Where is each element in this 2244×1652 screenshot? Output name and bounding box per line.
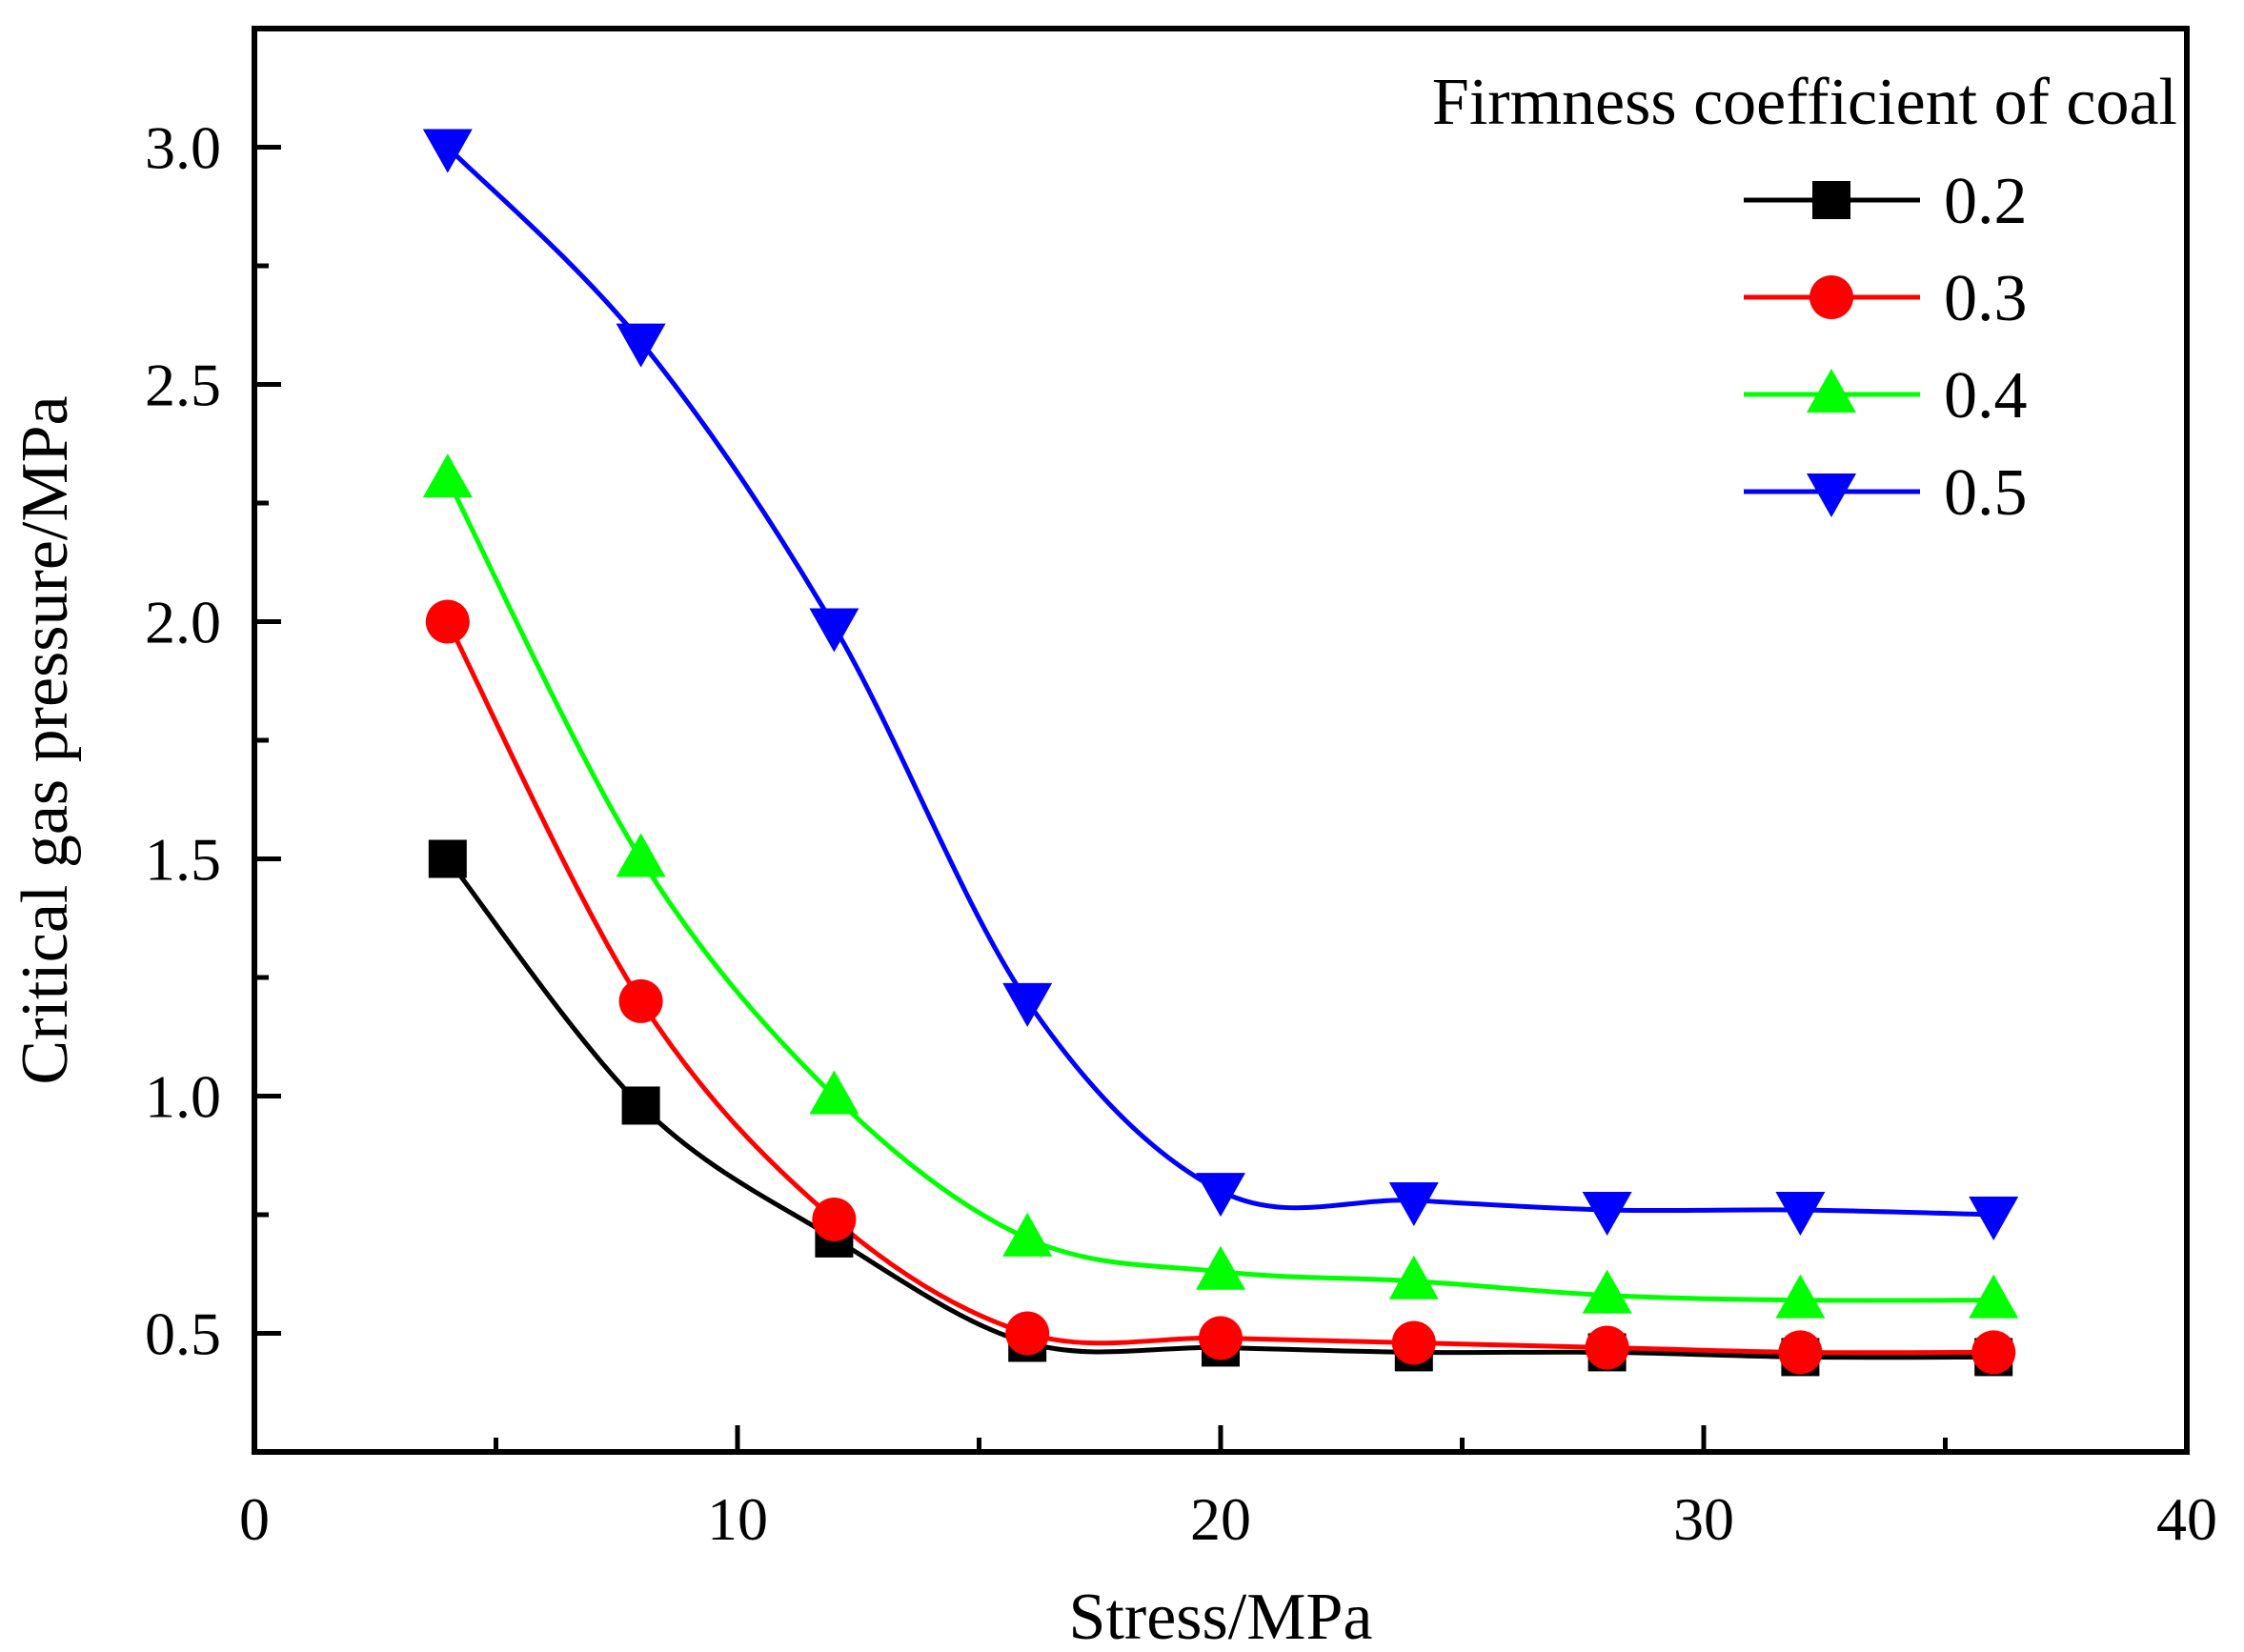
legend-entry-0.4: 0.4 — [1744, 359, 2028, 433]
series-line-0.3 — [445, 620, 1994, 1356]
x-tick-label: 20 — [1190, 1485, 1251, 1553]
data-point-0.4 — [809, 1070, 859, 1115]
data-point-0.5 — [1969, 1197, 2019, 1240]
y-tick-label: 3.0 — [145, 114, 221, 182]
legend-marker — [1807, 369, 1856, 413]
legend-entry-0.5: 0.5 — [1744, 456, 2028, 530]
data-point-0.4 — [422, 453, 473, 498]
legend-entry-0.3: 0.3 — [1744, 262, 2028, 335]
legend-entry-0.2: 0.2 — [1744, 165, 2028, 238]
data-point-0.4 — [1002, 1212, 1053, 1257]
data-point-0.5 — [422, 129, 473, 173]
series-line-0.2 — [445, 856, 1994, 1360]
y-tick-label: 2.0 — [145, 589, 221, 656]
y-tick-label: 2.5 — [145, 352, 221, 419]
data-point-0.3 — [1199, 1316, 1243, 1360]
data-point-0.3 — [1971, 1330, 2016, 1375]
data-point-0.3 — [1391, 1320, 1436, 1365]
x-tick-label: 0 — [239, 1485, 270, 1553]
data-point-0.4 — [1196, 1245, 1245, 1290]
data-point-0.5 — [1388, 1182, 1439, 1227]
data-point-0.5 — [1775, 1192, 1826, 1237]
data-point-0.3 — [812, 1197, 857, 1241]
y-tick-label: 1.5 — [145, 826, 221, 894]
data-point-0.4 — [1775, 1274, 1826, 1319]
y-tick-label: 1.0 — [145, 1063, 221, 1131]
legend-label: 0.4 — [1944, 359, 2028, 433]
y-axis-label: Critical gas pressure/MPa — [9, 395, 82, 1084]
data-point-0.3 — [618, 978, 663, 1023]
data-point-0.3 — [1005, 1311, 1050, 1356]
legend-entries: 0.2 0.3 0.4 0.5 — [1744, 165, 2028, 530]
legend-marker — [1809, 275, 1853, 319]
legend-label: 0.3 — [1944, 262, 2028, 335]
data-point-0.5 — [1002, 982, 1053, 1027]
legend: Firmness coefficient of coal 0.20.30.40.… — [1432, 66, 2177, 530]
data-point-0.4 — [1388, 1255, 1439, 1299]
data-point-0.3 — [1585, 1325, 1629, 1370]
legend-title: Firmness coefficient of coal — [1432, 66, 2177, 139]
x-axis-label: Stress/MPa — [1069, 1581, 1373, 1652]
x-tick-label: 40 — [2156, 1485, 2217, 1553]
axis-ticks — [252, 145, 2190, 1452]
data-point-0.5 — [616, 323, 666, 368]
x-tick-label: 10 — [707, 1485, 768, 1553]
y-tick-label: 0.5 — [145, 1300, 221, 1368]
data-point-0.4 — [616, 833, 666, 877]
data-point-0.5 — [809, 608, 859, 653]
series-markers — [422, 129, 2019, 1377]
data-point-0.2 — [621, 1086, 660, 1125]
data-point-0.2 — [428, 839, 467, 878]
tick-labels: 0 10 20 30 40 0.5 1.0 1.5 2.0 2.5 3.0 — [145, 114, 2217, 1554]
legend-marker — [1807, 473, 1856, 517]
data-point-0.3 — [1778, 1330, 1823, 1375]
data-point-0.4 — [1969, 1274, 2019, 1319]
legend-label: 0.2 — [1944, 165, 2028, 238]
data-point-0.3 — [425, 599, 470, 644]
legend-marker — [1812, 181, 1850, 219]
series-line-0.5 — [446, 145, 1994, 1218]
data-point-0.4 — [1582, 1269, 1632, 1314]
x-tick-label: 30 — [1673, 1485, 1734, 1553]
legend-label: 0.5 — [1944, 456, 2028, 530]
data-point-0.5 — [1196, 1173, 1245, 1218]
plot-frame — [252, 26, 2190, 1455]
data-point-0.5 — [1582, 1192, 1632, 1237]
